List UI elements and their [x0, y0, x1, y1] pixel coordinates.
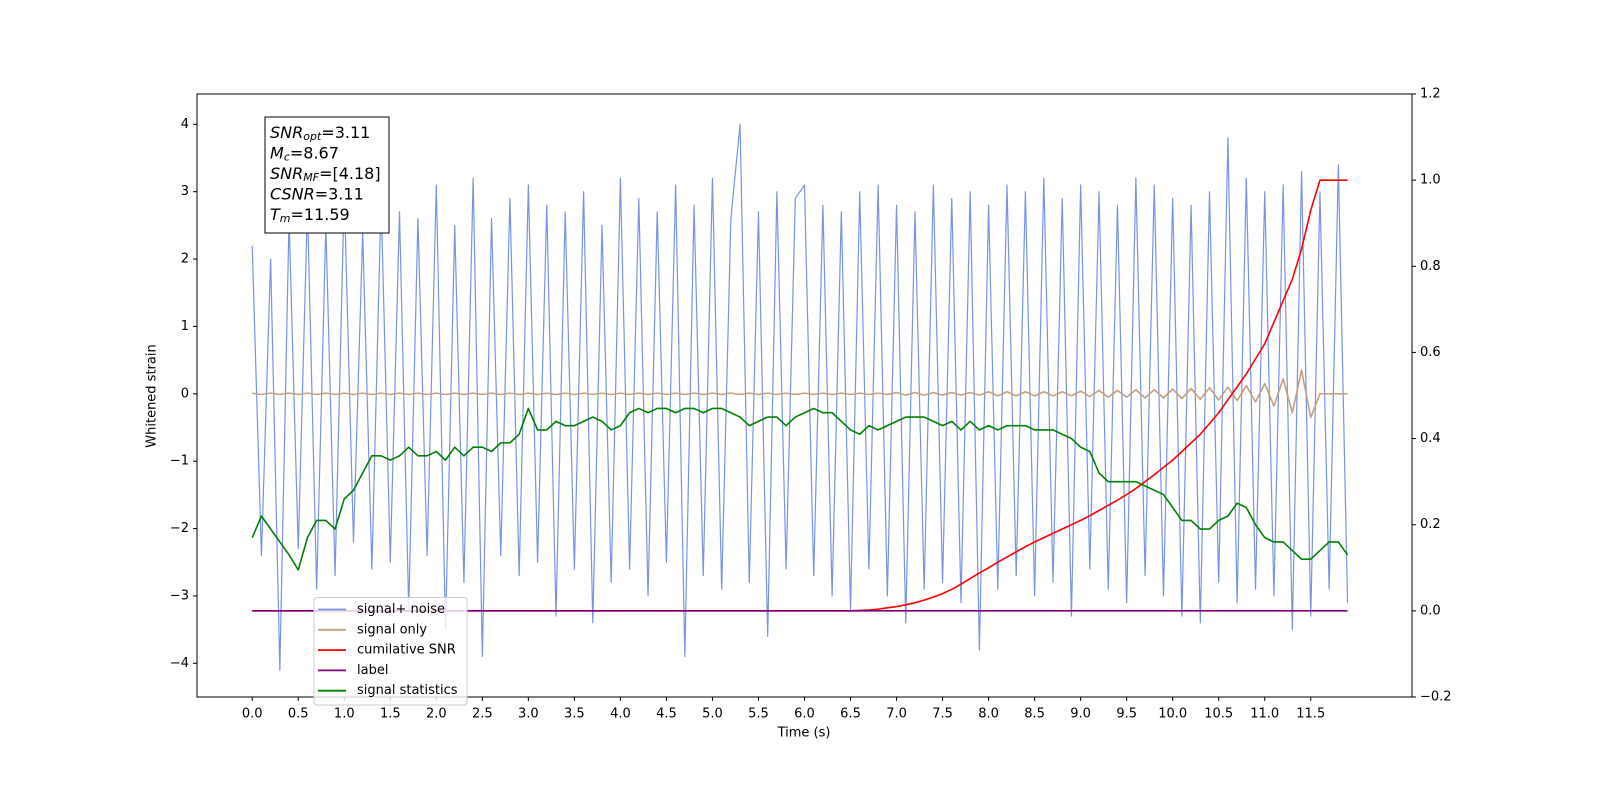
- series-line: [252, 369, 1348, 419]
- x-tick-label: 4.5: [656, 707, 677, 722]
- legend-label: signal+ noise: [357, 602, 445, 617]
- x-tick-label: 2.5: [472, 707, 493, 722]
- y-tick-label: −2: [170, 521, 189, 536]
- x-tick-label: 0.5: [288, 707, 309, 722]
- y2-tick-label: 1.0: [1420, 173, 1441, 188]
- legend-box: [313, 597, 468, 706]
- x-tick-label: 5.0: [702, 707, 723, 722]
- x-tick-label: 10.0: [1158, 707, 1187, 722]
- y-tick-label: 0: [181, 386, 189, 401]
- annotation-symbol: SNR: [270, 123, 303, 142]
- annotation-line: CSNR=3.11: [270, 184, 364, 203]
- y2-tick-label: −0.2: [1420, 690, 1452, 705]
- annotation-value: =8.67: [290, 143, 339, 162]
- x-tick-label: 11.5: [1296, 707, 1325, 722]
- annotation-symbol: M: [270, 143, 284, 162]
- legend-label: cumilative SNR: [357, 643, 456, 658]
- annotation-subscript: opt: [303, 130, 322, 143]
- annotation-value: =[4.18]: [319, 164, 381, 183]
- x-tick-label: 8.5: [1024, 707, 1045, 722]
- annotation-symbol: CSNR: [270, 184, 315, 203]
- annotation-line: SNRopt=3.11: [270, 123, 370, 144]
- y2-tick-label: 0.2: [1420, 517, 1441, 532]
- x-tick-label: 6.5: [840, 707, 861, 722]
- x-tick-label: 8.0: [978, 707, 999, 722]
- annotation-box: [264, 116, 390, 234]
- y2-tick-label: 0.0: [1420, 603, 1441, 618]
- x-tick-label: 1.0: [334, 707, 355, 722]
- y2-tick-label: 0.6: [1420, 345, 1441, 360]
- series-line: [251, 123, 1349, 671]
- annotation-value: =3.11: [321, 123, 370, 142]
- x-tick-label: 9.0: [1070, 707, 1091, 722]
- y-tick-label: −3: [170, 588, 189, 603]
- annotation-line: SNRMF=[4.18]: [270, 164, 381, 185]
- y-tick-label: 1: [181, 319, 189, 334]
- x-tick-label: 5.5: [748, 707, 769, 722]
- annotation-subscript: m: [280, 212, 291, 225]
- x-tick-label: 10.5: [1204, 707, 1233, 722]
- series-line: [251, 407, 1349, 571]
- annotation-symbol: SNR: [270, 164, 303, 183]
- annotation-subscript: c: [284, 151, 290, 164]
- y-tick-label: −1: [170, 454, 189, 469]
- annotation-subscript: MF: [303, 171, 319, 184]
- annotation-value: =11.59: [291, 205, 350, 224]
- x-tick-label: 7.0: [886, 707, 907, 722]
- x-tick-label: 11.0: [1250, 707, 1279, 722]
- annotation-symbol: T: [270, 205, 281, 224]
- y2-tick-label: 0.4: [1420, 431, 1441, 446]
- y-tick-label: 4: [181, 117, 189, 132]
- x-tick-label: 3.0: [518, 707, 539, 722]
- annotation-line: Mc=8.67: [270, 143, 339, 164]
- annotation-line: Tm=11.59: [270, 205, 350, 226]
- x-axis-label: Time (s): [777, 726, 831, 741]
- x-tick-label: 0.0: [242, 707, 263, 722]
- y-tick-label: 2: [181, 252, 189, 267]
- y2-tick-label: 1.2: [1420, 87, 1441, 102]
- x-tick-label: 2.0: [426, 707, 447, 722]
- x-tick-label: 9.5: [1116, 707, 1137, 722]
- x-tick-label: 1.5: [380, 707, 401, 722]
- annotation-value: =3.11: [315, 184, 364, 203]
- x-tick-label: 7.5: [932, 707, 953, 722]
- y-tick-label: 3: [181, 184, 189, 199]
- legend-label: label: [357, 663, 388, 678]
- x-tick-label: 6.0: [794, 707, 815, 722]
- legend-label: signal statistics: [357, 683, 458, 698]
- y-tick-label: −4: [170, 656, 189, 671]
- x-tick-label: 3.5: [564, 707, 585, 722]
- y-axis-label: Whitened strain: [145, 344, 160, 447]
- x-tick-label: 4.0: [610, 707, 631, 722]
- legend-label: signal only: [357, 622, 427, 637]
- y2-tick-label: 0.8: [1420, 259, 1441, 274]
